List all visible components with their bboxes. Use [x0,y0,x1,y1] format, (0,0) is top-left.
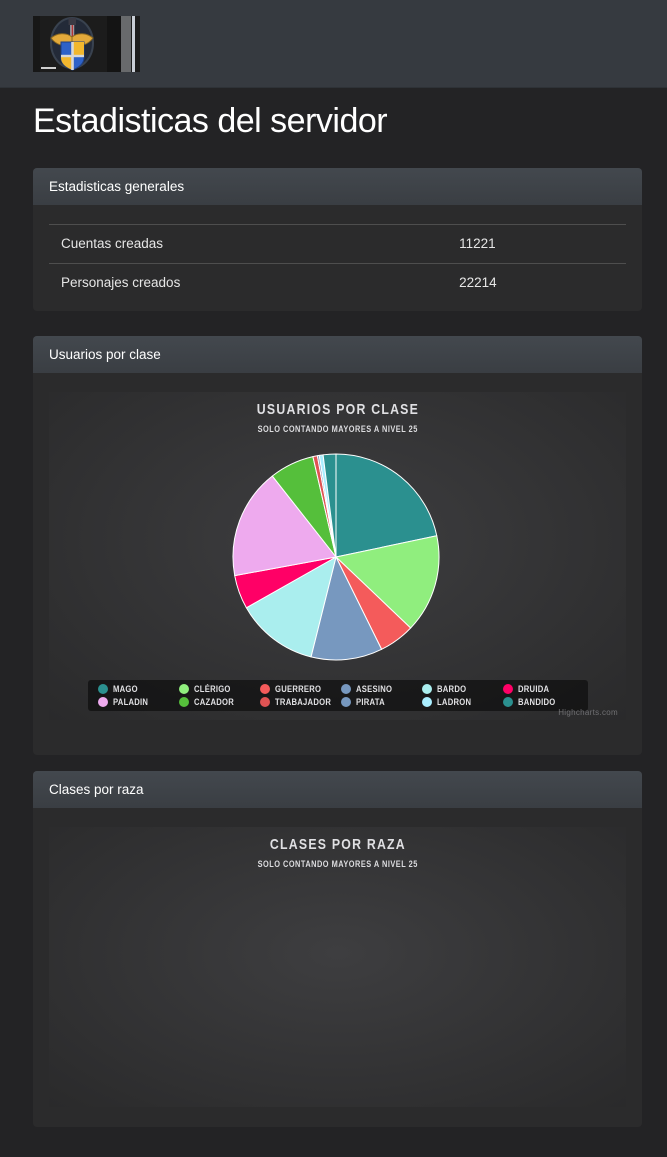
legend-item-cazador[interactable]: Cazador [178,695,260,708]
stats-table: Cuentas creadas 11221 Personajes creados… [49,224,626,302]
chart-legend: Mago Clérigo Guerrero Asesino Bardo Druida Pal… [87,680,588,711]
table-row: Personajes creados 22214 [49,263,626,302]
panel-classes-by-race-body: CLASES POR RAZA SOLO CONTANDO MAYORES A … [33,808,642,1127]
legend-label: Asesino [355,683,392,694]
legend-marker [178,683,189,694]
legend-label: Guerrero [274,683,321,694]
legend-marker [259,696,270,707]
pie-slice-bardo[interactable] [245,556,337,658]
legend-item-pirata[interactable]: Pirata [340,695,422,708]
legend-label: Mago [112,683,138,694]
legend-marker [97,696,108,707]
panel-users-by-class-header: Usuarios por clase [33,336,642,373]
panel-users-by-class: Usuarios por clase USUARIOS POR CLASE SO… [33,336,642,755]
legend-item-asesino[interactable]: Asesino [340,682,422,695]
legend-item-druida[interactable]: Druida [502,682,584,695]
legend-item-bardo[interactable]: Bardo [421,682,503,695]
legend-label: Clérigo [193,683,231,694]
legend-marker [178,696,189,707]
navbar [0,0,667,88]
legend-marker [340,696,351,707]
legend-label: Trabajador [274,696,331,707]
legend-marker [502,683,513,694]
legend-item-clérigo[interactable]: Clérigo [178,682,260,695]
stat-label-accounts: Cuentas creadas [49,224,448,264]
legend-label: Paladin [112,696,148,707]
panel-users-by-class-body: USUARIOS POR CLASE SOLO CONTANDO MAYORES… [33,373,642,755]
pie-slice-paladin[interactable] [232,475,337,577]
panel-general-stats-body: Cuentas creadas 11221 Personajes creados… [33,205,642,311]
chart-title: USUARIOS POR CLASE [256,401,419,418]
pie-slice-asesino[interactable] [310,556,383,661]
users-by-class-chart: USUARIOS POR CLASE SOLO CONTANDO MAYORES… [49,392,626,720]
legend-label: Pirata [355,696,385,707]
classes-by-race-chart: CLASES POR RAZA SOLO CONTANDO MAYORES A … [49,827,626,1107]
stat-value-characters: 22214 [447,263,626,302]
page-title: Estadisticas del servidor [33,102,388,140]
pie-chart [232,453,440,661]
panel-general-stats-header: Estadisticas generales [33,168,642,205]
legend-marker [340,683,351,694]
stat-value-accounts: 11221 [447,224,626,264]
legend-item-mago[interactable]: Mago [97,682,179,695]
legend-item-bandido[interactable]: Bandido [502,695,584,708]
panel-general-stats: Estadisticas generales Cuentas creadas 1… [33,168,642,311]
site-logo-image [33,16,140,72]
legend-label: Cazador [193,696,234,707]
pie-slice-clérigo[interactable] [335,535,440,629]
highcharts-credits-link[interactable]: Highcharts.com [558,708,618,717]
table-row: Cuentas creadas 11221 [49,224,626,264]
legend-item-ladron[interactable]: Ladron [421,695,503,708]
chart-subtitle: SOLO CONTANDO MAYORES A NIVEL 25 [257,859,418,869]
legend-marker [97,683,108,694]
navbar-brand[interactable] [33,0,140,72]
panel-classes-by-race-header: Clases por raza [33,771,642,808]
chart-title: CLASES POR RAZA [269,836,406,853]
legend-label: Bardo [436,683,466,694]
legend-marker [502,696,513,707]
legend-item-guerrero[interactable]: Guerrero [259,682,341,695]
page-content: Estadisticas del servidor Estadisticas g… [0,102,667,1157]
chart-subtitle: SOLO CONTANDO MAYORES A NIVEL 25 [257,424,418,434]
stat-label-characters: Personajes creados [49,263,448,302]
pie-slice-bandido[interactable] [322,453,337,558]
legend-label: Bandido [517,696,555,707]
legend-label: Druida [517,683,549,694]
panel-classes-by-race: Clases por raza CLASES POR RAZA SOLO CON… [33,771,642,1127]
legend-marker [259,683,270,694]
legend-marker [421,696,432,707]
pie-slice-mago[interactable] [335,453,438,558]
legend-item-trabajador[interactable]: Trabajador [259,695,341,708]
legend-marker [421,683,432,694]
legend-label: Ladron [436,696,471,707]
legend-item-paladin[interactable]: Paladin [97,695,179,708]
